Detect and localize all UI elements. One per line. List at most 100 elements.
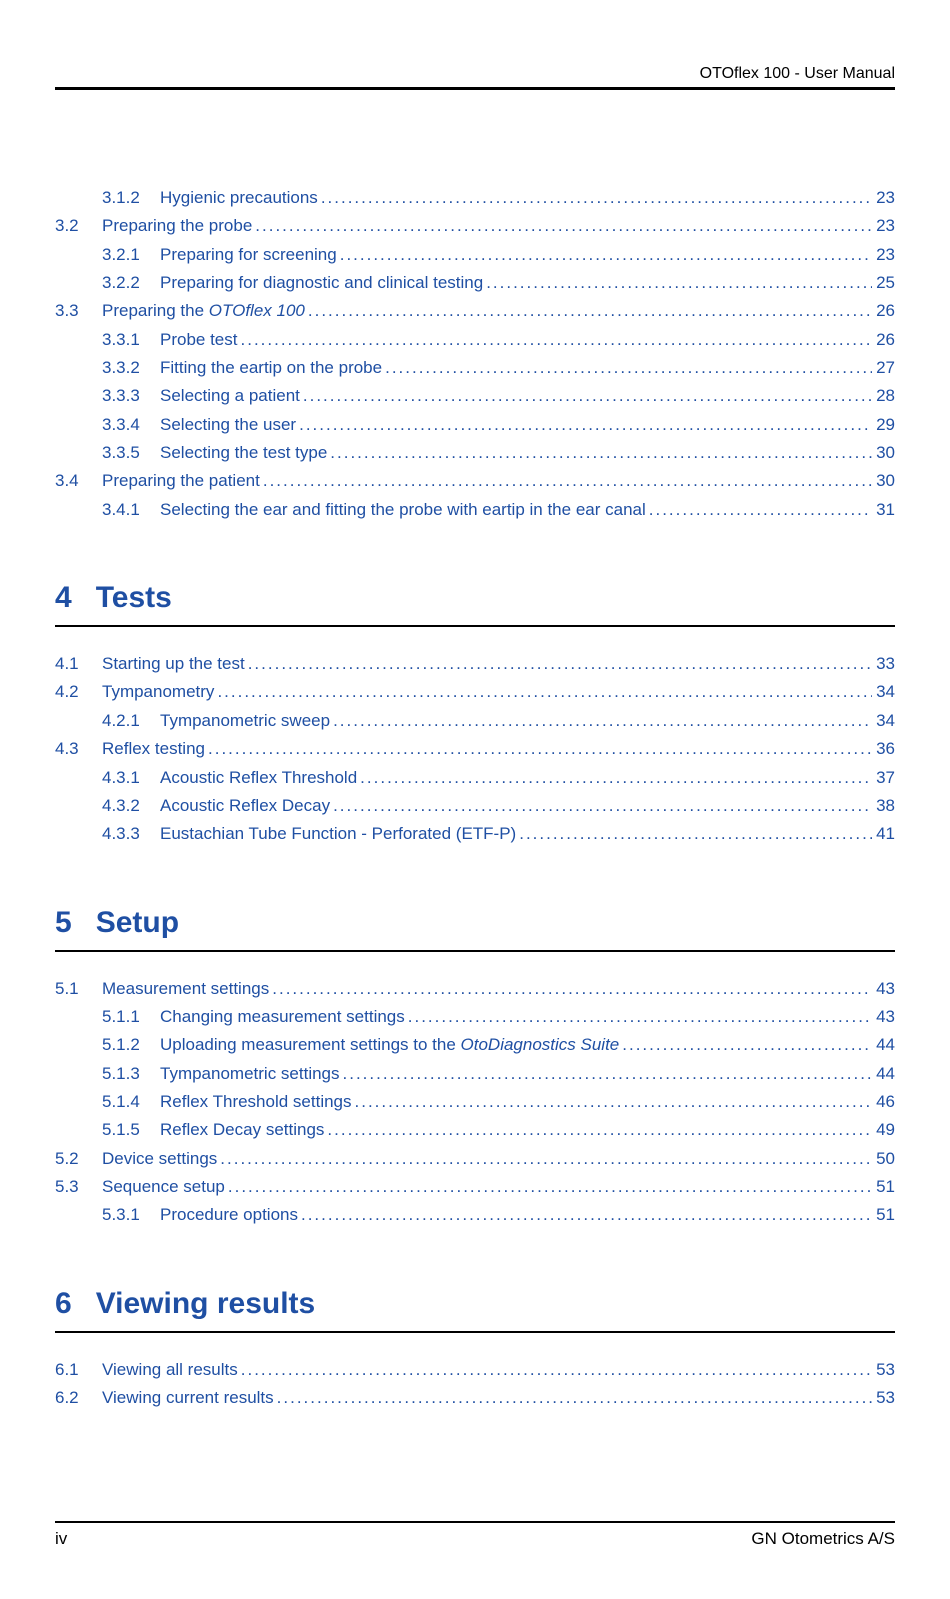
toc-leader-dots	[300, 383, 872, 409]
toc-leader-dots	[269, 976, 872, 1002]
toc-entry[interactable]: 3.3.2Fitting the eartip on the probe27	[55, 355, 895, 381]
toc-entry[interactable]: 4.3.1Acoustic Reflex Threshold37	[55, 765, 895, 791]
toc-leader-dots	[245, 651, 872, 677]
toc-leader-dots	[205, 736, 872, 762]
toc-leader-dots	[324, 1117, 872, 1143]
toc-entry-page: 28	[872, 383, 895, 409]
toc-entry-number: 3.4.1	[102, 497, 160, 523]
toc-entry-page: 23	[872, 213, 895, 239]
toc-entry-page: 44	[872, 1061, 895, 1087]
toc-leader-dots	[337, 242, 872, 268]
toc-entry-number: 3.2	[55, 213, 102, 239]
toc-leader-dots	[217, 1146, 872, 1172]
toc-entry-number: 6.1	[55, 1357, 102, 1383]
toc-entry-page: 25	[872, 270, 895, 296]
toc-entry[interactable]: 3.3.1Probe test26	[55, 327, 895, 353]
toc-entry[interactable]: 3.4Preparing the patient30	[55, 468, 895, 494]
toc-entry[interactable]: 3.4.1Selecting the ear and fitting the p…	[55, 497, 895, 523]
chapter-number: 5	[55, 906, 72, 940]
toc-entry-title: Uploading measurement settings to the Ot…	[160, 1032, 619, 1058]
toc-entry[interactable]: 4.3.2Acoustic Reflex Decay38	[55, 793, 895, 819]
toc-entry-number: 3.3.5	[102, 440, 160, 466]
toc-entry[interactable]: 3.3.4Selecting the user29	[55, 412, 895, 438]
toc-entry-title: Tympanometry	[102, 679, 214, 705]
toc-leader-dots	[357, 765, 872, 791]
toc-entry[interactable]: 5.3Sequence setup51	[55, 1174, 895, 1200]
toc-entry-number: 3.3.3	[102, 383, 160, 409]
toc-entry[interactable]: 4.2Tympanometry 34	[55, 679, 895, 705]
toc-entry-number: 3.3.2	[102, 355, 160, 381]
toc-entry[interactable]: 5.1.2Uploading measurement settings to t…	[55, 1032, 895, 1058]
toc-entry-page: 29	[872, 412, 895, 438]
toc-entry-title: Viewing current results	[102, 1385, 274, 1411]
toc-entry[interactable]: 3.2Preparing the probe 23	[55, 213, 895, 239]
toc-entry[interactable]: 4.3Reflex testing36	[55, 736, 895, 762]
toc-entry-number: 3.4	[55, 468, 102, 494]
toc-entry-number: 5.1.2	[102, 1032, 160, 1058]
toc-entry[interactable]: 3.3.3Selecting a patient 28	[55, 383, 895, 409]
toc-entry-title: Selecting the user	[160, 412, 296, 438]
toc-entry-title: Reflex Threshold settings	[160, 1089, 352, 1115]
toc-entry[interactable]: 4.3.3Eustachian Tube Function - Perforat…	[55, 821, 895, 847]
toc-entry-page: 41	[872, 821, 895, 847]
toc-entry[interactable]: 5.3.1Procedure options51	[55, 1202, 895, 1228]
toc-entry-number: 4.2	[55, 679, 102, 705]
toc-leader-dots	[238, 327, 873, 353]
toc-entry[interactable]: 3.1.2Hygienic precautions23	[55, 185, 895, 211]
toc-entry-page: 23	[872, 185, 895, 211]
toc-entry-page: 53	[872, 1385, 895, 1411]
toc-leader-dots	[225, 1174, 872, 1200]
toc-entry-title: Acoustic Reflex Threshold	[160, 765, 357, 791]
toc-entry[interactable]: 5.1.1Changing measurement settings 43	[55, 1004, 895, 1030]
toc-entry[interactable]: 6.2Viewing current results53	[55, 1385, 895, 1411]
toc-entry-title: Changing measurement settings	[160, 1004, 405, 1030]
chapter-number: 4	[55, 581, 72, 615]
toc-entry-page: 34	[872, 708, 895, 734]
toc-leader-dots	[305, 298, 872, 324]
toc-entry-title: Selecting a patient	[160, 383, 300, 409]
toc-entry-number: 5.1.1	[102, 1004, 160, 1030]
page-number: iv	[55, 1529, 67, 1549]
toc-entry-title: Tympanometric sweep	[160, 708, 330, 734]
chapter-rule	[55, 625, 895, 627]
toc-entry-number: 3.2.1	[102, 242, 160, 268]
toc-entry[interactable]: 5.1.3Tympanometric settings44	[55, 1061, 895, 1087]
toc-entry[interactable]: 4.2.1Tympanometric sweep 34	[55, 708, 895, 734]
toc-entry[interactable]: 5.1Measurement settings43	[55, 976, 895, 1002]
toc-entry-page: 49	[872, 1117, 895, 1143]
toc-entry-title: Procedure options	[160, 1202, 298, 1228]
toc-entry[interactable]: 3.2.2Preparing for diagnostic and clinic…	[55, 270, 895, 296]
toc-entry-number: 4.3	[55, 736, 102, 762]
toc-entry-number: 5.3	[55, 1174, 102, 1200]
toc-entry-title: Preparing the probe	[102, 213, 252, 239]
toc-entry-title: Eustachian Tube Function - Perforated (E…	[160, 821, 516, 847]
toc-leader-dots	[327, 440, 872, 466]
chapter-title: Viewing results	[96, 1287, 316, 1321]
toc-leader-dots	[619, 1032, 872, 1058]
toc-entry-title: Preparing for diagnostic and clinical te…	[160, 270, 483, 296]
toc-entry-number: 4.2.1	[102, 708, 160, 734]
toc-entry-title: Tympanometric settings	[160, 1061, 340, 1087]
toc-entry-title: Selecting the ear and fitting the probe …	[160, 497, 646, 523]
toc-entry-title: Acoustic Reflex Decay	[160, 793, 330, 819]
toc-entry[interactable]: 3.2.1Preparing for screening 23	[55, 242, 895, 268]
toc-entry[interactable]: 3.3.5Selecting the test type30	[55, 440, 895, 466]
chapter-heading: 6Viewing results	[55, 1287, 895, 1333]
toc-entry-page: 23	[872, 242, 895, 268]
toc-entry-page: 34	[872, 679, 895, 705]
toc-leader-dots	[260, 468, 872, 494]
toc-entry-number: 5.3.1	[102, 1202, 160, 1228]
toc-entry[interactable]: 5.1.4Reflex Threshold settings46	[55, 1089, 895, 1115]
toc-entry-number: 4.1	[55, 651, 102, 677]
toc-entry-page: 44	[872, 1032, 895, 1058]
toc-leader-dots	[382, 355, 872, 381]
toc-entry-page: 26	[872, 298, 895, 324]
toc-entry-page: 27	[872, 355, 895, 381]
toc-entry[interactable]: 4.1Starting up the test33	[55, 651, 895, 677]
toc-entry-title: Preparing for screening	[160, 242, 337, 268]
toc-entry[interactable]: 5.1.5Reflex Decay settings49	[55, 1117, 895, 1143]
toc-entry-page: 43	[872, 1004, 895, 1030]
toc-entry[interactable]: 3.3Preparing the OTOflex 10026	[55, 298, 895, 324]
toc-entry[interactable]: 6.1Viewing all results53	[55, 1357, 895, 1383]
toc-entry[interactable]: 5.2Device settings50	[55, 1146, 895, 1172]
